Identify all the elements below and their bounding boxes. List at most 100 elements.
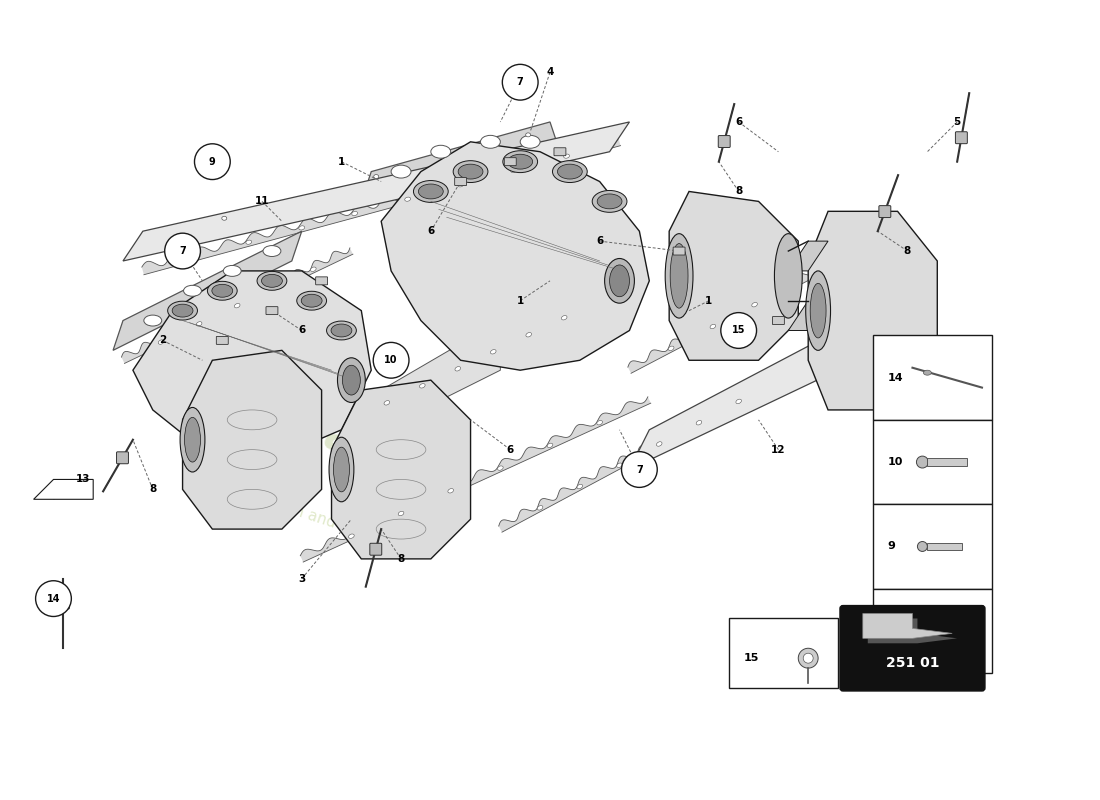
Ellipse shape bbox=[526, 333, 531, 337]
Ellipse shape bbox=[192, 254, 199, 258]
Ellipse shape bbox=[526, 133, 530, 137]
Ellipse shape bbox=[617, 463, 623, 467]
Polygon shape bbox=[331, 380, 471, 559]
Ellipse shape bbox=[666, 234, 693, 318]
Text: 15: 15 bbox=[732, 326, 746, 335]
Ellipse shape bbox=[338, 358, 365, 402]
Bar bbox=[872, 589, 992, 673]
Ellipse shape bbox=[592, 190, 627, 212]
FancyBboxPatch shape bbox=[718, 135, 730, 147]
Ellipse shape bbox=[167, 301, 198, 320]
Text: 6: 6 bbox=[298, 326, 306, 335]
Text: 9: 9 bbox=[888, 542, 895, 551]
Ellipse shape bbox=[299, 226, 305, 230]
Polygon shape bbox=[498, 377, 780, 532]
Polygon shape bbox=[669, 191, 799, 360]
Ellipse shape bbox=[563, 154, 570, 158]
Text: 1: 1 bbox=[705, 296, 713, 306]
Ellipse shape bbox=[405, 197, 410, 202]
Text: 1: 1 bbox=[517, 296, 524, 306]
Ellipse shape bbox=[803, 654, 813, 663]
Ellipse shape bbox=[453, 161, 488, 182]
Bar bbox=[927, 458, 967, 466]
FancyBboxPatch shape bbox=[772, 317, 784, 325]
Ellipse shape bbox=[301, 294, 322, 307]
Text: 11: 11 bbox=[255, 196, 270, 206]
Bar bbox=[927, 543, 962, 550]
Ellipse shape bbox=[552, 161, 587, 182]
FancyBboxPatch shape bbox=[554, 148, 565, 156]
Ellipse shape bbox=[392, 165, 411, 178]
Text: 10: 10 bbox=[384, 355, 398, 366]
Ellipse shape bbox=[657, 442, 662, 446]
FancyBboxPatch shape bbox=[454, 178, 466, 186]
Ellipse shape bbox=[458, 182, 463, 187]
Circle shape bbox=[621, 452, 658, 487]
Ellipse shape bbox=[925, 618, 949, 643]
Polygon shape bbox=[629, 330, 838, 470]
Ellipse shape bbox=[257, 271, 287, 290]
FancyBboxPatch shape bbox=[673, 247, 685, 255]
Ellipse shape bbox=[349, 534, 354, 538]
Text: 1: 1 bbox=[338, 157, 345, 166]
Ellipse shape bbox=[932, 625, 944, 637]
Ellipse shape bbox=[751, 302, 758, 307]
Ellipse shape bbox=[263, 246, 280, 257]
Polygon shape bbox=[361, 122, 560, 202]
Polygon shape bbox=[123, 122, 629, 261]
Ellipse shape bbox=[561, 315, 566, 320]
Ellipse shape bbox=[578, 484, 583, 489]
Polygon shape bbox=[34, 479, 94, 499]
Text: 8: 8 bbox=[735, 186, 743, 197]
Ellipse shape bbox=[916, 456, 928, 468]
FancyBboxPatch shape bbox=[316, 277, 328, 285]
Ellipse shape bbox=[793, 281, 799, 285]
Polygon shape bbox=[862, 614, 953, 638]
Bar bbox=[728, 618, 838, 688]
Ellipse shape bbox=[537, 506, 543, 510]
Ellipse shape bbox=[510, 169, 517, 173]
Ellipse shape bbox=[223, 266, 241, 276]
Ellipse shape bbox=[547, 443, 553, 447]
Text: 7: 7 bbox=[888, 626, 895, 636]
Text: europcars: europcars bbox=[156, 361, 408, 479]
Ellipse shape bbox=[158, 340, 164, 344]
Ellipse shape bbox=[917, 542, 927, 551]
Ellipse shape bbox=[670, 243, 688, 308]
Ellipse shape bbox=[696, 421, 702, 425]
Polygon shape bbox=[789, 301, 828, 330]
Text: 6: 6 bbox=[596, 236, 603, 246]
Text: 14: 14 bbox=[888, 373, 903, 382]
Ellipse shape bbox=[333, 447, 350, 492]
Polygon shape bbox=[133, 271, 372, 459]
FancyBboxPatch shape bbox=[504, 158, 516, 166]
Ellipse shape bbox=[414, 181, 448, 202]
Text: 15: 15 bbox=[744, 653, 759, 663]
Ellipse shape bbox=[180, 407, 205, 472]
Ellipse shape bbox=[736, 399, 741, 404]
Ellipse shape bbox=[520, 135, 540, 148]
Ellipse shape bbox=[597, 194, 622, 209]
Polygon shape bbox=[300, 397, 651, 562]
FancyBboxPatch shape bbox=[117, 452, 129, 464]
FancyBboxPatch shape bbox=[879, 206, 891, 218]
Ellipse shape bbox=[419, 384, 425, 388]
Ellipse shape bbox=[455, 366, 461, 371]
Ellipse shape bbox=[669, 346, 674, 350]
Ellipse shape bbox=[597, 421, 603, 425]
Text: 14: 14 bbox=[46, 594, 60, 604]
Ellipse shape bbox=[448, 489, 453, 493]
Text: 7: 7 bbox=[636, 465, 642, 474]
Ellipse shape bbox=[811, 283, 826, 338]
Circle shape bbox=[503, 64, 538, 100]
Ellipse shape bbox=[212, 284, 233, 298]
Ellipse shape bbox=[558, 164, 582, 179]
FancyBboxPatch shape bbox=[370, 543, 382, 555]
Ellipse shape bbox=[297, 291, 327, 310]
Ellipse shape bbox=[273, 286, 278, 290]
Ellipse shape bbox=[185, 418, 200, 462]
Text: 7: 7 bbox=[517, 78, 524, 87]
Ellipse shape bbox=[774, 234, 802, 318]
Polygon shape bbox=[808, 211, 937, 410]
Circle shape bbox=[165, 233, 200, 269]
